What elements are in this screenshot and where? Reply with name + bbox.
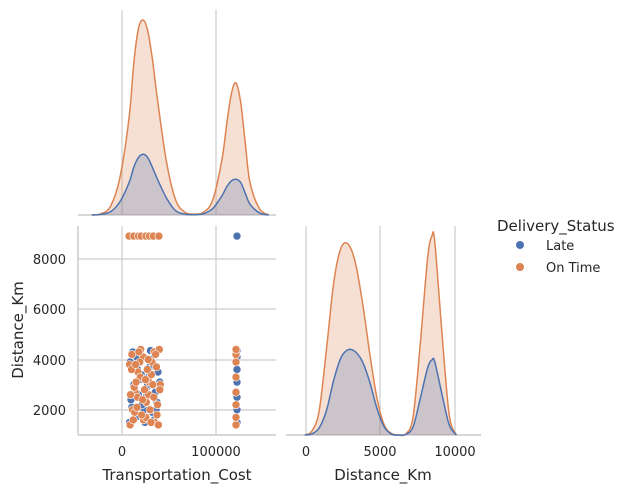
kde-line-late — [91, 153, 269, 216]
scatter-point-on-time — [143, 355, 153, 364]
kde-lines — [304, 231, 458, 437]
kde-line-late — [304, 348, 458, 436]
scatter-point-on-time — [129, 415, 138, 425]
scatter-point-on-time — [132, 402, 142, 412]
scatter-point-on-time — [153, 400, 162, 410]
y-axis-label-distance-km: Distance_Km — [9, 281, 28, 379]
scatter-point-on-time — [231, 372, 241, 382]
scatter-point-on-time — [146, 418, 156, 427]
kde-fills — [304, 231, 457, 436]
scatter-point-on-time — [231, 357, 241, 367]
scatter-point-on-time — [151, 350, 160, 359]
kde-lines — [91, 19, 270, 216]
scatter-point-on-time — [231, 400, 241, 410]
legend-marker-on-time — [516, 263, 524, 271]
legend-label-on-time: On Time — [546, 261, 600, 276]
scatter-point-on-time — [138, 395, 147, 405]
kde-area-late — [91, 154, 269, 215]
scatter-point-on-time — [154, 231, 164, 241]
scatter-point-on-time — [131, 360, 140, 369]
legend-marker-late — [516, 241, 524, 249]
legend: Delivery_Status Late On Time — [497, 217, 615, 276]
legend-title: Delivery_Status — [497, 217, 615, 236]
scatter-point-on-time — [152, 362, 161, 372]
scatter-point-on-time — [141, 375, 150, 384]
scatter-point-on-time — [149, 392, 159, 402]
kde-area-on-time — [304, 231, 457, 436]
scatter-point-on-time — [231, 420, 241, 430]
scatter-point-on-time — [134, 347, 144, 357]
x-axis-label-distance-km: Distance_Km — [334, 466, 432, 485]
scatter-point-on-time — [145, 405, 155, 415]
scatter-point-on-time — [231, 413, 241, 422]
scatter-panel: 2000 4000 6000 8000 0 100000 Transportat… — [9, 226, 276, 485]
x-tick-label-100000: 100000 — [191, 445, 241, 460]
legend-label-late: Late — [546, 239, 574, 254]
kde-transportation-cost-panel — [78, 10, 276, 216]
scatter-point-on-time — [231, 387, 241, 397]
scatter-point-on-time — [143, 365, 152, 374]
x-tick-label-10000: 10000 — [434, 445, 475, 460]
y-tick-label-4000: 4000 — [33, 354, 66, 369]
scatter-point-on-time — [231, 345, 241, 354]
scatter-point-late — [232, 365, 242, 374]
kde-area-on-time — [91, 19, 269, 216]
scatter-point-on-time — [152, 410, 162, 420]
scatter-point-on-time — [137, 410, 146, 420]
scatter-point-on-time — [148, 380, 158, 389]
y-tick-label-8000: 8000 — [33, 253, 66, 268]
y-tick-label-6000: 6000 — [33, 303, 66, 318]
x-tick-label-0: 0 — [118, 445, 126, 460]
scatter-point-on-time — [131, 377, 141, 387]
y-tick-label-2000: 2000 — [33, 404, 66, 419]
kde-distance-km-panel: 0 5000 10000 Distance_Km — [286, 226, 481, 485]
x-tick-label-0: 0 — [302, 445, 310, 460]
scatter-point-on-time — [140, 385, 149, 395]
x-tick-label-5000: 5000 — [363, 445, 396, 460]
scatter-point-on-time — [155, 385, 165, 395]
scatter-point-on-time — [126, 390, 135, 400]
scatter-point-late — [232, 231, 242, 241]
kde-fills — [91, 19, 269, 216]
scatter-points — [124, 231, 242, 430]
kde-line-on-time — [91, 19, 270, 216]
x-axis-label-transportation-cost: Transportation_Cost — [101, 466, 251, 485]
kde-area-late — [304, 349, 457, 436]
scatter-point-on-time — [154, 420, 163, 430]
